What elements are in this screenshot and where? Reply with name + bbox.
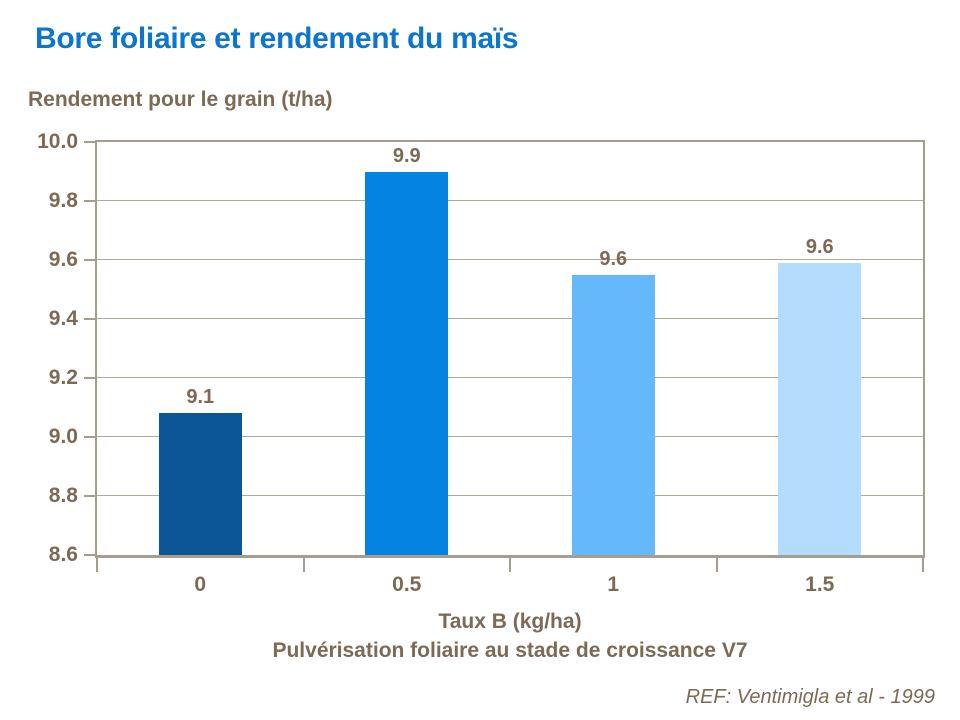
gridline — [97, 377, 923, 378]
reference-note: REF: Ventimigla et al - 1999 — [685, 686, 935, 708]
y-tick — [84, 141, 95, 143]
x-tick-label: 0 — [194, 573, 207, 596]
plot-area — [95, 140, 925, 558]
x-axis-subtitle: Pulvérisation foliaire au stade de crois… — [272, 639, 748, 662]
x-tick — [302, 558, 305, 572]
x-tick — [96, 558, 98, 572]
y-tick — [84, 318, 95, 320]
y-tick-label: 9.6 — [48, 248, 78, 271]
y-tick — [84, 436, 95, 438]
bar-value-label: 9.9 — [392, 144, 421, 167]
x-tick-label: 1 — [607, 573, 620, 596]
y-tick — [84, 377, 95, 379]
y-tick-label: 10.0 — [37, 130, 78, 153]
x-tick — [715, 558, 718, 572]
bar-value-label: 9.1 — [186, 386, 215, 409]
gridline — [97, 436, 923, 437]
y-tick-label: 9.4 — [48, 307, 78, 330]
bar-1.5 — [778, 262, 862, 555]
gridline — [97, 200, 923, 201]
gridline — [97, 495, 923, 496]
x-tick — [922, 558, 924, 572]
gridline — [97, 318, 923, 319]
bar-0.5 — [365, 171, 449, 555]
x-tick-label: 1.5 — [805, 573, 835, 596]
y-tick — [84, 495, 95, 497]
x-tick-label: 0.5 — [392, 573, 422, 596]
y-tick-label: 8.8 — [48, 484, 78, 507]
y-tick-label: 8.6 — [48, 543, 78, 566]
y-tick — [84, 200, 95, 202]
gridline — [97, 259, 923, 260]
y-tick-label: 9.0 — [48, 425, 78, 448]
y-tick — [84, 259, 95, 261]
y-tick-label: 9.8 — [48, 189, 78, 212]
x-tick — [509, 558, 511, 572]
bar-1 — [571, 274, 655, 555]
bar-value-label: 9.6 — [599, 247, 628, 270]
chart-title: Bore foliaire et rendement du maïs — [35, 22, 519, 55]
y-tick — [84, 554, 95, 556]
bar-value-label: 9.6 — [805, 235, 834, 258]
x-axis-title: Taux B (kg/ha) — [438, 610, 582, 633]
y-tick-label: 9.2 — [48, 366, 78, 389]
bar-0 — [158, 413, 242, 555]
y-axis-title: Rendement pour le grain (t/ha) — [28, 88, 333, 111]
